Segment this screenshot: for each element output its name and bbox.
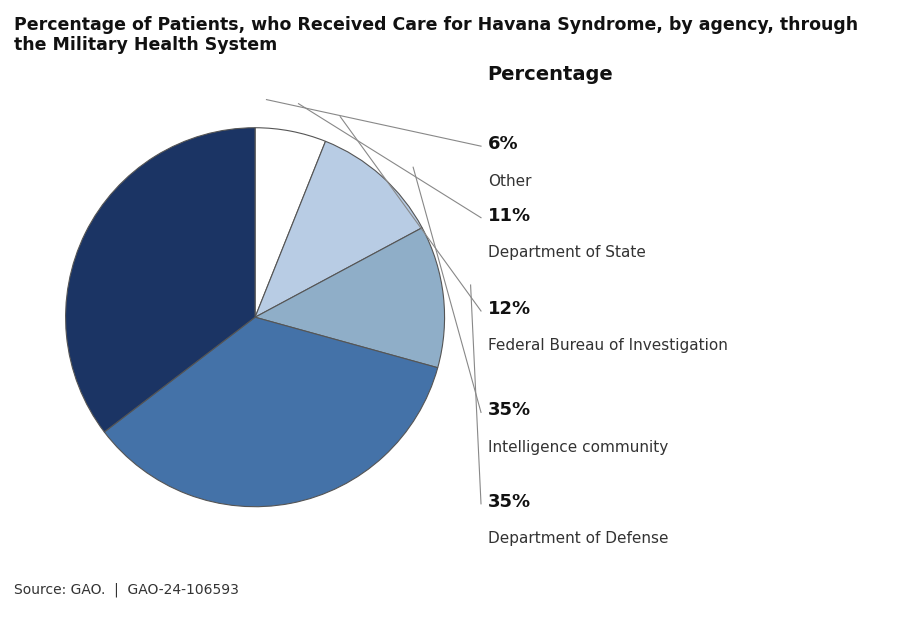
Text: 12%: 12% <box>488 300 531 318</box>
Text: Department of State: Department of State <box>488 245 646 260</box>
Text: 6%: 6% <box>488 135 519 153</box>
Text: Intelligence community: Intelligence community <box>488 440 669 455</box>
Text: 11%: 11% <box>488 207 531 225</box>
Wedge shape <box>104 317 437 507</box>
Text: Percentage: Percentage <box>487 65 613 85</box>
Wedge shape <box>66 128 255 432</box>
Wedge shape <box>255 128 325 317</box>
Text: 35%: 35% <box>488 493 531 511</box>
Text: Department of Defense: Department of Defense <box>488 531 669 546</box>
Wedge shape <box>255 228 445 368</box>
Text: 35%: 35% <box>488 401 531 419</box>
Text: Federal Bureau of Investigation: Federal Bureau of Investigation <box>488 338 728 353</box>
Text: Other: Other <box>488 174 532 188</box>
Text: Source: GAO.  |  GAO-24-106593: Source: GAO. | GAO-24-106593 <box>14 583 239 597</box>
Text: Percentage of Patients, who Received Care for Havana Syndrome, by agency, throug: Percentage of Patients, who Received Car… <box>14 16 858 54</box>
Wedge shape <box>255 141 422 317</box>
